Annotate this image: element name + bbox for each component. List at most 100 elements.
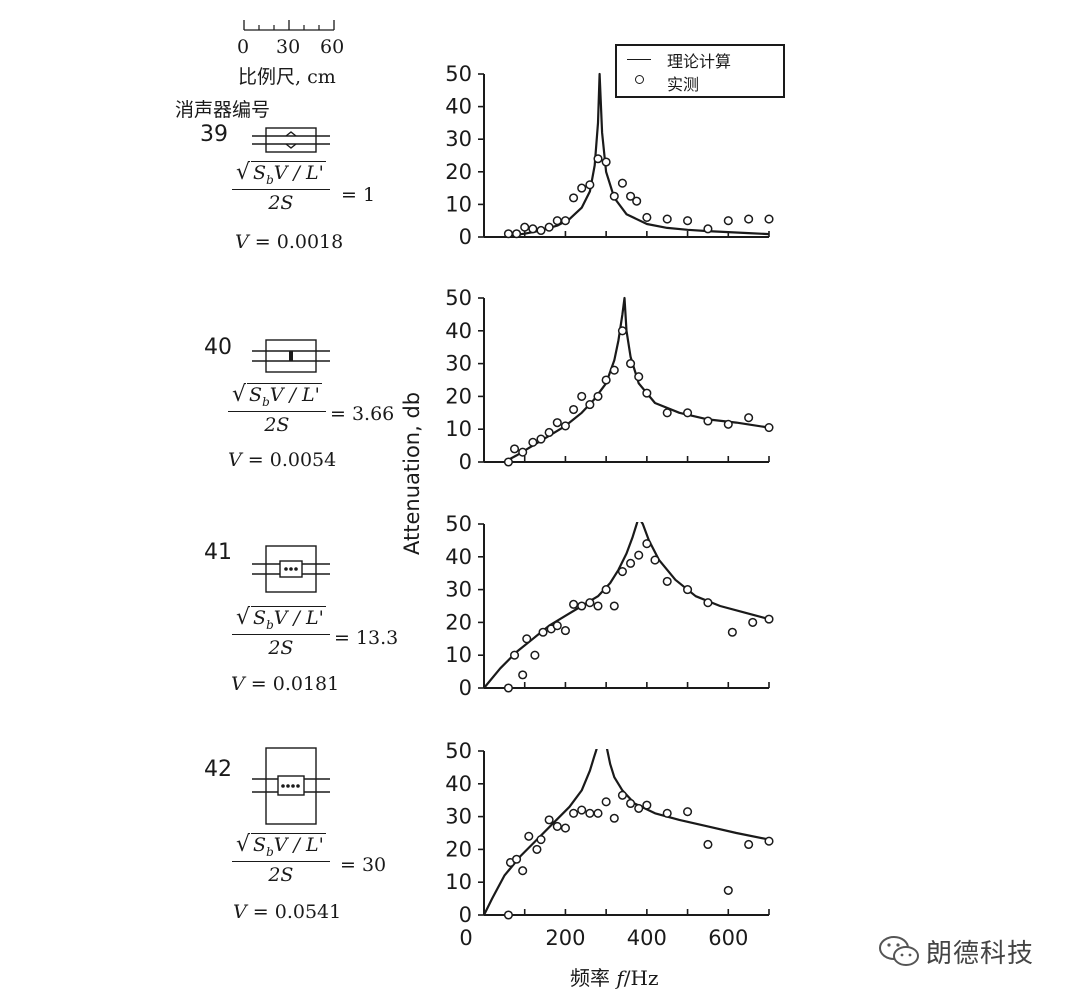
measured-point-41-24 [748, 617, 758, 627]
legend-circle-marker [635, 75, 644, 84]
measured-point-39-12 [601, 157, 611, 167]
measured-point-41-11 [585, 598, 595, 608]
measured-point-42-3 [518, 866, 528, 876]
legend-line-marker [627, 59, 651, 60]
measured-point-40-20 [703, 416, 713, 426]
measured-point-42-25 [764, 836, 774, 846]
y-tick-label-39-0: 0 [459, 225, 472, 249]
y-tick-label-39-30: 30 [445, 127, 472, 151]
measured-point-42-13 [593, 808, 603, 818]
measured-point-42-7 [544, 815, 554, 825]
muffler-id-39: 39 [200, 122, 228, 147]
measured-point-40-2 [518, 447, 528, 457]
legend-theory: 理论计算 [667, 52, 732, 71]
y-tick-label-40-20: 20 [445, 384, 472, 408]
measured-point-39-21 [723, 216, 733, 226]
y-tick-label-40-0: 0 [459, 450, 472, 474]
measured-point-42-9 [560, 823, 570, 833]
measured-point-41-2 [518, 670, 528, 680]
x-axis-label-var: f [616, 966, 624, 990]
measured-point-39-2 [520, 222, 530, 232]
measured-point-40-21 [723, 419, 733, 429]
scale-tick-60: 60 [320, 36, 345, 58]
x-axis-label: 频率 f/Hz [570, 962, 658, 991]
measured-point-41-9 [569, 599, 579, 609]
measured-point-42-8 [552, 821, 562, 831]
ratio-39: = 1 [341, 184, 376, 206]
measured-point-40-16 [634, 372, 644, 382]
measured-point-39-16 [632, 196, 642, 206]
measured-point-41-21 [683, 585, 693, 595]
v-value-42: V = 0.0541 [233, 901, 341, 923]
measured-point-42-15 [609, 813, 619, 823]
measured-point-40-0 [503, 457, 513, 467]
formula-39: √ SbV / L' 2S [232, 160, 330, 214]
theory-curve-39 [508, 72, 770, 237]
measured-point-41-4 [530, 650, 540, 660]
measured-point-40-15 [626, 359, 636, 369]
y-tick-label-42-10: 10 [445, 870, 472, 894]
theory-curve-42 [483, 749, 770, 916]
y-tick-label-42-50: 50 [445, 739, 472, 763]
v-label-42: V [233, 901, 247, 923]
y-tick-label-41-50: 50 [445, 512, 472, 536]
y-tick-label-40-50: 50 [445, 286, 472, 310]
measured-point-42-21 [683, 807, 693, 817]
measured-point-42-14 [601, 797, 611, 807]
watermark-text: 朗德科技 [926, 939, 1035, 969]
measured-point-41-3 [522, 634, 532, 644]
measured-point-41-5 [538, 627, 548, 637]
y-tick-label-39-40: 40 [445, 95, 472, 119]
measured-point-41-19 [650, 555, 660, 565]
measured-point-39-8 [569, 193, 579, 203]
y-tick-label-42-0: 0 [459, 903, 472, 927]
measured-point-41-20 [662, 576, 672, 586]
measured-point-42-24 [744, 839, 754, 850]
formula-42: √ SbV / L' 2S [232, 832, 330, 886]
measured-point-41-10 [577, 601, 587, 611]
muffler-sketch-40 [252, 339, 330, 373]
v-label-39: V [235, 231, 249, 253]
measured-point-39-7 [560, 216, 570, 226]
ratio-40: = 3.66 [330, 403, 395, 425]
x-tick-label-400: 400 [627, 926, 667, 950]
measured-point-39-19 [683, 216, 693, 226]
measured-point-39-22 [744, 214, 754, 224]
measured-point-42-20 [662, 808, 672, 818]
measured-point-42-22 [703, 839, 713, 850]
measured-point-41-17 [634, 550, 644, 560]
ratio-41: = 13.3 [334, 627, 399, 649]
measured-point-40-18 [662, 408, 672, 418]
y-tick-label-40-40: 40 [445, 319, 472, 343]
formula-40: √ SbV / L' 2S [228, 382, 326, 436]
measured-point-40-7 [560, 421, 570, 431]
scale-bar [243, 20, 335, 31]
x-tick-label-600: 600 [708, 926, 748, 950]
measured-point-41-22 [703, 598, 713, 608]
measured-point-41-18 [642, 539, 652, 549]
measured-point-41-14 [609, 601, 619, 611]
measured-point-39-3 [528, 224, 538, 234]
y-tick-label-41-0: 0 [459, 676, 472, 700]
measured-point-42-18 [634, 803, 644, 813]
legend-measured: 实测 [667, 75, 700, 94]
measured-point-39-10 [585, 180, 595, 190]
theory-curve-41 [483, 522, 770, 689]
wechat-icon [879, 936, 919, 966]
x-tick-label-200: 200 [545, 926, 585, 950]
measured-point-40-3 [528, 437, 538, 447]
x-tick-label-0: 0 [459, 926, 472, 950]
measured-point-40-12 [601, 375, 611, 385]
y-tick-label-39-50: 50 [445, 62, 472, 86]
v-value-39: V = 0.0018 [235, 231, 343, 253]
measured-point-42-4 [524, 831, 534, 841]
measured-point-40-6 [552, 418, 562, 428]
measured-point-40-23 [764, 423, 774, 433]
measured-point-40-17 [642, 388, 652, 398]
measured-point-41-16 [626, 558, 636, 568]
measured-point-39-15 [626, 191, 636, 201]
y-tick-label-40-30: 30 [445, 352, 472, 376]
v-number-41: = 0.0181 [250, 673, 340, 695]
v-label-40: V [228, 449, 242, 471]
measured-point-39-4 [536, 225, 546, 236]
